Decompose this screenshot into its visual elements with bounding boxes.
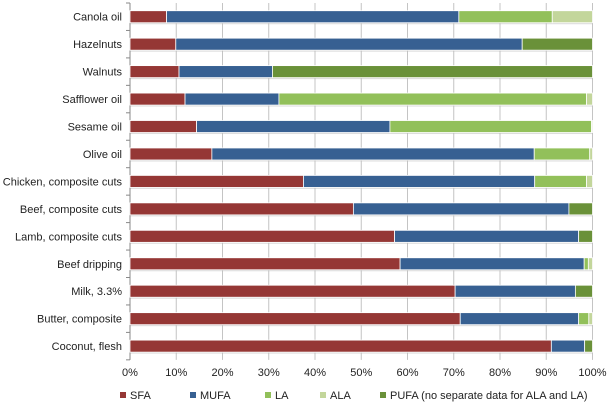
legend-swatch bbox=[380, 392, 386, 398]
bar-segment-pufa bbox=[272, 65, 593, 79]
legend-swatch bbox=[320, 392, 326, 398]
category-label: Chicken, composite cuts bbox=[3, 176, 123, 188]
bar-segment-mufa bbox=[352, 202, 570, 216]
category-label: Milk, 3.3% bbox=[71, 286, 122, 298]
bar-segment-mufa bbox=[399, 257, 585, 271]
bar-segment-sfa bbox=[129, 202, 354, 216]
bar-segment-sfa bbox=[129, 92, 186, 106]
bar-segment-pufa bbox=[574, 284, 593, 298]
category-label: Coconut, flesh bbox=[52, 341, 122, 353]
bar-segment-pufa bbox=[521, 37, 593, 51]
category-label: Walnuts bbox=[83, 67, 123, 79]
legend-swatch bbox=[190, 392, 196, 398]
bar-segment-sfa bbox=[129, 10, 167, 24]
bar-segment-mufa bbox=[459, 312, 580, 326]
bar-segment-la bbox=[458, 10, 553, 24]
bar-segment-sfa bbox=[129, 312, 461, 326]
bar-segment-sfa bbox=[129, 284, 456, 298]
bar-segment-mufa bbox=[550, 339, 586, 353]
bar-segment-la bbox=[534, 175, 587, 188]
bar-segment-la bbox=[583, 257, 589, 271]
bar-segment-sfa bbox=[129, 147, 213, 161]
bar-segment-ala bbox=[551, 10, 593, 24]
category-label: Sesame oil bbox=[68, 122, 122, 134]
bar-segment-ala bbox=[589, 147, 593, 161]
bar-segment-mufa bbox=[394, 229, 580, 243]
category-label: Beef dripping bbox=[57, 259, 122, 271]
legend-swatch bbox=[120, 392, 126, 398]
legend-label: LA bbox=[275, 390, 289, 402]
category-label: Beef, composite cuts bbox=[20, 204, 123, 216]
bar-segment-sfa bbox=[129, 339, 552, 353]
bar-segment-ala bbox=[587, 257, 593, 271]
bar-segment-la bbox=[389, 120, 592, 133]
bar-segment-sfa bbox=[129, 175, 304, 188]
legend-label: SFA bbox=[130, 390, 151, 402]
x-tick-label: 10% bbox=[165, 367, 187, 379]
bar-segment-sfa bbox=[129, 65, 180, 79]
category-label: Hazelnuts bbox=[73, 39, 122, 51]
bar-segment-mufa bbox=[178, 65, 273, 79]
x-tick-label: 0% bbox=[122, 367, 138, 379]
bar-segment-sfa bbox=[129, 257, 401, 271]
bar-segment-la bbox=[278, 92, 587, 106]
x-tick-label: 100% bbox=[578, 367, 606, 379]
bar-segment-mufa bbox=[166, 10, 460, 24]
bar-segment-sfa bbox=[129, 229, 395, 243]
legend-swatch bbox=[265, 392, 271, 398]
x-tick-label: 60% bbox=[396, 367, 418, 379]
bar-segment-mufa bbox=[196, 120, 391, 133]
bar-segment-ala bbox=[591, 120, 593, 133]
legend-label: PUFA (no separate data for ALA and LA) bbox=[390, 390, 588, 402]
x-tick-label: 40% bbox=[304, 367, 326, 379]
bar-segment-ala bbox=[586, 175, 593, 188]
legend-label: ALA bbox=[330, 390, 351, 402]
bar-segment-sfa bbox=[129, 120, 197, 133]
bar-segment-ala bbox=[588, 312, 593, 326]
bar-segment-pufa bbox=[578, 229, 593, 243]
category-label: Olive oil bbox=[83, 149, 122, 161]
bar-segment-mufa bbox=[175, 37, 523, 51]
x-tick-label: 80% bbox=[489, 367, 511, 379]
bar-segment-pufa bbox=[568, 202, 593, 216]
x-tick-label: 90% bbox=[535, 367, 557, 379]
bar-segment-mufa bbox=[303, 175, 536, 188]
x-tick-label: 30% bbox=[258, 367, 280, 379]
bar-segment-la bbox=[533, 147, 591, 161]
bar-segment-mufa bbox=[454, 284, 576, 298]
bar-segment-sfa bbox=[129, 37, 177, 51]
category-label: Safflower oil bbox=[62, 94, 122, 106]
x-tick-label: 50% bbox=[350, 367, 372, 379]
bar-segment-mufa bbox=[211, 147, 535, 161]
bar-segment-ala bbox=[586, 92, 593, 106]
legend-label: MUFA bbox=[200, 390, 231, 402]
category-label: Canola oil bbox=[73, 12, 122, 24]
category-label: Butter, composite bbox=[37, 314, 122, 326]
bar-segment-mufa bbox=[184, 92, 280, 106]
bar-segment-la bbox=[578, 312, 590, 326]
x-tick-label: 20% bbox=[211, 367, 233, 379]
category-label: Lamb, composite cuts bbox=[15, 231, 122, 243]
bar-segment-pufa bbox=[584, 339, 593, 353]
x-tick-label: 70% bbox=[443, 367, 465, 379]
